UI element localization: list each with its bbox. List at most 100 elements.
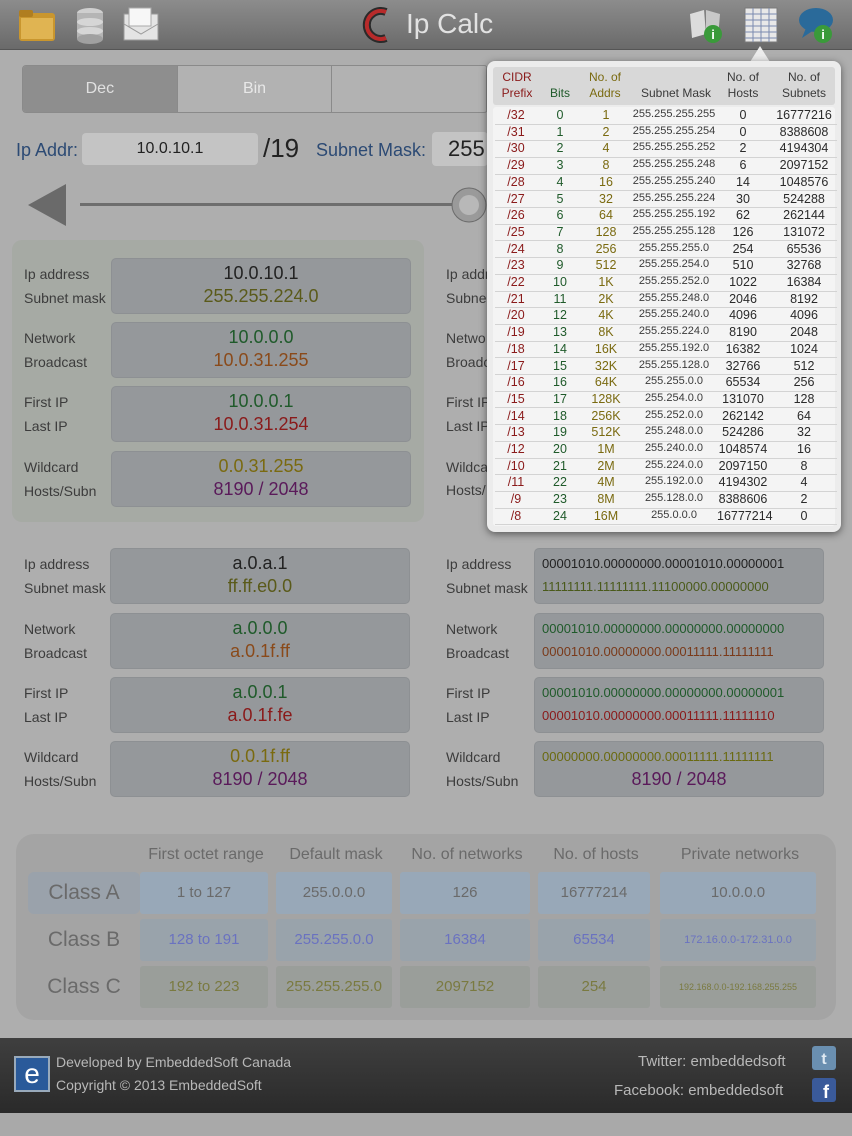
bin-panel-box (534, 548, 824, 604)
cidr-cell: 8 (800, 458, 808, 473)
class-cell: 255.255.0.0 (276, 919, 392, 961)
hex-panel-value: a.0.0.1 (232, 682, 288, 702)
cidr-cell: /32 (507, 108, 525, 122)
ip-addr-input[interactable]: 10.0.10.1 (82, 133, 258, 165)
tab-bin[interactable]: Bin (177, 66, 333, 112)
bin-panel-box (534, 741, 824, 797)
dec-panel-value: 10.0.0.0 (228, 327, 294, 347)
cidr-row[interactable]: /21 11 2K 255.255.248.0 2046 8192 (495, 292, 837, 309)
slider-knob-icon[interactable] (450, 186, 488, 224)
ip-addr-label: Ip Addr: (16, 140, 79, 160)
cidr-cell: 2048 (790, 325, 818, 340)
app-title: Ip Calc (406, 8, 494, 39)
class-cell: 126 (400, 872, 530, 914)
bin-panel-label: Broadcast (446, 645, 510, 661)
cidr-cell: 8K (598, 325, 614, 340)
hex-panel-label: Network (24, 621, 76, 637)
cidr-cell: /26 (507, 208, 525, 223)
info-book-icon[interactable]: i (686, 4, 728, 46)
addrs-header: No. of Addrs (588, 70, 621, 100)
cidr-row[interactable]: /28 4 16 255.255.255.240 14 1048576 (495, 175, 837, 192)
cidr-cell: /24 (507, 241, 525, 256)
tab-hex[interactable] (332, 66, 487, 112)
table-icon[interactable] (740, 4, 782, 46)
dec-panel-label: Network (24, 330, 76, 346)
cidr-row[interactable]: /29 3 8 255.255.255.248 6 2097152 (495, 158, 837, 175)
cidr-row[interactable]: /17 15 32K 255.255.128.0 32766 512 (495, 359, 837, 376)
cidr-row[interactable]: /32 0 1 255.255.255.255 0 16777216 (495, 108, 837, 125)
cidr-cell: /20 (507, 308, 525, 323)
cidr-cell: 65536 (786, 241, 822, 256)
cidr-cell: /8 (510, 508, 522, 523)
cidr-cell: 255.254.0.0 (644, 391, 704, 404)
subnet-mask-input[interactable]: 255 (432, 132, 488, 166)
cidr-cell: 255.255.255.255 (632, 108, 716, 120)
class-cell: 1 to 127 (140, 872, 268, 914)
dec-panel-value: 10.0.10.1 (223, 263, 299, 283)
cidr-row[interactable]: /30 2 4 255.255.255.252 2 4194304 (495, 141, 837, 158)
bin-panel-value: 00001010.00000000.00000000.00000001 (542, 685, 785, 700)
prefix-slider-track[interactable] (80, 203, 460, 206)
cidr-row[interactable]: /22 10 1K 255.255.252.0 1022 16384 (495, 275, 837, 292)
cidr-cell: 4194302 (718, 475, 768, 490)
cidr-row[interactable]: /9 23 8M 255.128.0.0 8388606 2 (495, 492, 837, 509)
hex-panel-value: 8190 / 2048 (212, 769, 308, 789)
cidr-cell: 8388608 (779, 124, 829, 139)
cidr-row[interactable]: /31 1 2 255.255.255.254 0 8388608 (495, 125, 837, 142)
folder-icon[interactable] (16, 4, 58, 46)
cidr-row[interactable]: /14 18 256K 255.252.0.0 262142 64 (495, 409, 837, 426)
cidr-cell: 12 (553, 308, 567, 323)
cidr-row[interactable]: /13 19 512K 255.248.0.0 524286 32 (495, 425, 837, 442)
twitter-icon[interactable]: t (812, 1046, 836, 1070)
cidr-body-bg (493, 107, 835, 526)
embeddedsoft-logo: e (14, 1056, 50, 1092)
cidr-row[interactable]: /23 9 512 255.255.254.0 510 32768 (495, 258, 837, 275)
cidr-row[interactable]: /20 12 4K 255.255.240.0 4096 4096 (495, 308, 837, 325)
cidr-row[interactable]: /15 17 128K 255.254.0.0 131070 128 (495, 392, 837, 409)
tab-dec[interactable]: Dec (23, 66, 178, 112)
facebook-link[interactable]: Facebook: embeddedsoft (614, 1082, 784, 1099)
arrow-left-icon[interactable] (26, 182, 68, 228)
chat-info-icon[interactable]: i (796, 4, 838, 46)
popup-arrow (750, 46, 770, 62)
cidr-cell: 255.255.128.0 (638, 358, 710, 371)
cidr-row[interactable]: /12 20 1M 255.240.0.0 1048574 16 (495, 442, 837, 459)
mode-segmented-control: Dec Bin (22, 65, 488, 113)
cidr-cell: 9 (556, 258, 564, 273)
mail-icon[interactable] (120, 4, 162, 46)
cidr-cell: 64 (599, 208, 613, 223)
cidr-cell: /23 (507, 258, 525, 273)
bin-panel-value: 11111111.11111111.11100000.00000000 (542, 579, 769, 594)
cidr-cell: 4 (602, 141, 610, 156)
cidr-row[interactable]: /24 8 256 255.255.255.0 254 65536 (495, 242, 837, 259)
class-header: No. of hosts (553, 846, 639, 863)
cidr-row[interactable]: /19 13 8K 255.255.224.0 8190 2048 (495, 325, 837, 342)
cidr-cell: /22 (507, 275, 525, 289)
cidr-cell: 2K (598, 291, 614, 306)
facebook-icon[interactable]: f (812, 1078, 836, 1102)
cidr-cell: 13 (553, 325, 567, 340)
cidr-cell: 524288 (783, 191, 825, 206)
cidr-cell: 2 (602, 124, 610, 139)
hex-panel-value: a.0.1f.fe (227, 705, 293, 725)
cidr-cell: 16384 (786, 275, 822, 289)
cidr-row[interactable]: /18 14 16K 255.255.192.0 16382 1024 (495, 342, 837, 359)
cidr-cell: 0 (739, 108, 747, 122)
cidr-row[interactable]: /10 21 2M 255.224.0.0 2097150 8 (495, 459, 837, 476)
cidr-row[interactable]: /11 22 4M 255.192.0.0 4194302 4 (495, 475, 837, 492)
cidr-row[interactable]: /8 24 16M 255.0.0.0 16777214 0 (495, 509, 837, 526)
cidr-cell: /19 (507, 325, 525, 340)
cidr-row[interactable]: /27 5 32 255.255.255.224 30 524288 (495, 192, 837, 209)
cidr-cell: 8192 (790, 291, 818, 306)
cidr-cell: 8 (602, 158, 610, 173)
cidr-row[interactable]: /25 7 128 255.255.255.128 126 131072 (495, 225, 837, 242)
cidr-cell: 32K (594, 358, 618, 373)
twitter-link[interactable]: Twitter: embeddedsoft (638, 1053, 786, 1070)
cidr-row[interactable]: /16 16 64K 255.255.0.0 65534 256 (495, 375, 837, 392)
cidr-cell: 255.255.255.0 (638, 241, 710, 254)
cidr-row[interactable]: /26 6 64 255.255.255.192 62 262144 (495, 208, 837, 225)
cidr-cell: 15 (553, 358, 567, 373)
cidr-cell: 4M (597, 475, 615, 490)
database-icon[interactable] (70, 4, 112, 46)
hex-panel-label: Ip address (24, 556, 90, 572)
